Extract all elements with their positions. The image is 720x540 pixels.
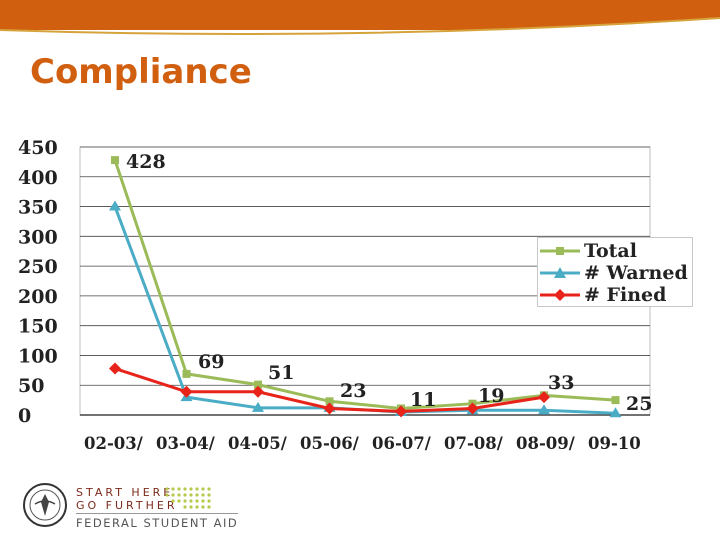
logo-line-go-further: GO FURTHER — [76, 499, 178, 512]
y-tick-label: 50 — [18, 375, 44, 397]
slide-title: Compliance — [30, 52, 252, 92]
x-tick-label: 02-03/ — [84, 434, 144, 453]
legend-item-total: Total — [540, 240, 637, 262]
data-point-square — [325, 397, 334, 406]
department-of-education-seal-icon — [23, 483, 67, 527]
legend-label-warned: # Warned — [584, 262, 688, 284]
data-point-diamond — [538, 391, 550, 404]
data-point-square — [111, 156, 119, 165]
data-point-triangle — [252, 401, 264, 412]
federal-student-aid-logo: START HERE GO FURTHER FEDERAL STUDENT AI… — [22, 482, 262, 532]
y-tick-label: 250 — [18, 256, 58, 278]
x-tick-label: 06-07/ — [372, 434, 432, 453]
data-point-square — [611, 396, 620, 405]
data-label: 11 — [410, 389, 436, 411]
x-tick-label: 03-04/ — [156, 434, 216, 453]
compliance-line-chart: 0 50 100 150 200 250 300 350 400 450 02-03/03-04/0… — [18, 137, 652, 453]
series-line-0 — [113, 159, 616, 410]
logo-tagline: START HERE GO FURTHER — [76, 486, 177, 512]
data-point-diamond — [252, 385, 264, 398]
legend-item-fined: # Fined — [540, 284, 666, 306]
legend-key-fined-icon — [540, 289, 580, 301]
data-label: 428 — [126, 151, 166, 173]
y-tick-label: 150 — [18, 316, 58, 338]
legend-key-total-icon — [540, 247, 580, 255]
x-tick-label: 08-09/ — [516, 434, 576, 453]
x-tick-label: 04-05/ — [228, 434, 288, 453]
data-point-diamond — [395, 405, 407, 418]
logo-line-start-here: START HERE — [76, 486, 174, 499]
y-tick-label: 400 — [18, 167, 58, 189]
legend-label-total: Total — [584, 240, 637, 262]
data-point-diamond — [109, 362, 121, 375]
legend-item-warned: # Warned — [540, 262, 688, 284]
data-point-diamond — [466, 402, 479, 415]
data-point-triangle — [609, 407, 622, 418]
data-point-triangle — [538, 404, 550, 415]
y-tick-label: 100 — [18, 345, 58, 367]
y-tick-label: 450 — [18, 137, 58, 159]
legend-key-warned-icon — [540, 267, 580, 278]
x-tick-label: 05-06/ — [300, 434, 360, 453]
x-tick-label: 07-08/ — [444, 434, 504, 453]
y-tick-label: 0 — [18, 405, 31, 427]
data-point-diamond — [180, 385, 193, 398]
logo-line-federal-student-aid: FEDERAL STUDENT AID — [76, 513, 239, 530]
data-label: 23 — [340, 380, 366, 402]
y-tick-label: 300 — [18, 226, 58, 248]
logo-dot-pattern-icon — [165, 487, 211, 509]
legend-label-fined: # Fined — [584, 284, 667, 306]
data-label: 69 — [198, 351, 224, 373]
y-tick-label: 350 — [18, 197, 58, 219]
data-label: 19 — [478, 385, 504, 407]
data-label: 33 — [548, 372, 574, 394]
data-label: 25 — [626, 393, 652, 415]
x-tick-label: 09-10 — [588, 434, 641, 453]
chart-legend: Total # Warned # Fined — [537, 237, 693, 307]
data-point-diamond — [323, 402, 336, 415]
data-point-square — [182, 369, 191, 378]
data-point-triangle — [109, 200, 121, 211]
data-label: 51 — [268, 362, 294, 384]
banner-curve — [0, 17, 720, 40]
y-tick-label: 200 — [18, 286, 58, 308]
data-point-square — [254, 380, 262, 389]
